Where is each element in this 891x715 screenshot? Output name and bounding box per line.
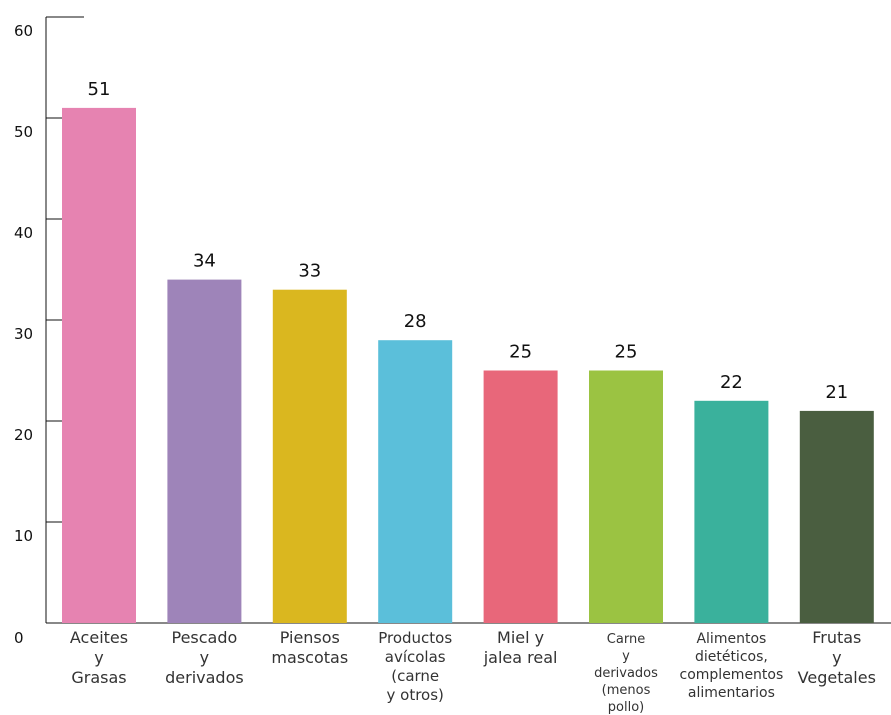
- y-tick-label: 20: [14, 426, 33, 444]
- x-tick-label-line: y: [200, 648, 209, 667]
- x-tick-label-line: mascotas: [271, 648, 348, 667]
- y-tick-label: 0: [14, 629, 24, 647]
- x-tick-label-line: (carne: [391, 667, 439, 685]
- x-tick-label: Piensos mascotas: [271, 628, 348, 667]
- y-tick-label: 10: [14, 527, 33, 545]
- x-tick-label-line: Grasas: [71, 668, 126, 687]
- x-tick-label: Aceites y Grasas: [70, 628, 128, 687]
- x-tick-label-line: Frutas: [812, 628, 861, 647]
- x-tick-label: Miel y jalea real: [483, 628, 558, 667]
- x-tick-label-line: dietéticos,: [695, 649, 768, 665]
- x-tick-label-line: pollo): [608, 700, 644, 715]
- y-tick-label: 30: [14, 325, 33, 343]
- data-label: 25: [615, 342, 638, 363]
- x-tick-label: Pescado y derivados: [165, 628, 244, 687]
- y-tick-label: 60: [14, 22, 33, 40]
- bar: [589, 370, 663, 623]
- bar: [167, 279, 242, 623]
- x-tick-label-line: Pescado: [171, 628, 237, 647]
- y-tick-label: 40: [14, 224, 33, 242]
- x-tick-label-line: derivados: [165, 668, 244, 687]
- x-tick-label-line: Piensos: [280, 628, 340, 647]
- x-tick-label-line: Aceites: [70, 628, 128, 647]
- x-tick-label-line: complementos: [680, 667, 784, 683]
- x-tick-label-line: (menos: [602, 683, 651, 698]
- x-tick-label: Frutas y Vegetales: [798, 628, 876, 687]
- x-tick-label-line: y: [94, 648, 103, 667]
- x-tick-label-line: derivados: [594, 666, 658, 681]
- y-tick-label: 50: [14, 123, 33, 141]
- x-tick-label-line: Carne: [607, 632, 645, 647]
- bar: [483, 370, 558, 623]
- data-label: 22: [720, 372, 743, 393]
- data-label: 34: [193, 251, 216, 272]
- x-tick-label: Carne y derivados (menos pollo): [594, 632, 658, 715]
- x-tick-label-line: Alimentos: [696, 631, 766, 647]
- bar: [694, 400, 769, 623]
- x-tick-label-line: y: [622, 649, 630, 664]
- x-tick-label-line: y: [832, 648, 841, 667]
- bar: [62, 107, 136, 623]
- x-tick-label-line: Productos: [378, 629, 452, 647]
- x-tick-label-line: jalea real: [483, 648, 558, 667]
- data-label: 33: [298, 261, 321, 282]
- data-label: 21: [825, 382, 848, 403]
- x-tick-label-line: Miel y: [497, 628, 544, 647]
- x-tick-label: Productos avícolas (carne y otros): [378, 629, 452, 704]
- data-label: 28: [404, 311, 427, 332]
- bar: [272, 289, 347, 623]
- data-label: 51: [88, 79, 111, 100]
- x-tick-label: Alimentos dietéticos, complementos alimenta…: [680, 631, 784, 701]
- bar: [799, 410, 874, 623]
- bars: [62, 107, 874, 623]
- x-tick-label-line: Vegetales: [798, 668, 876, 687]
- bar: [378, 340, 453, 623]
- x-tick-label-line: alimentarios: [688, 685, 775, 701]
- x-tick-label-line: y otros): [387, 686, 444, 704]
- x-tick-label-line: avícolas: [385, 648, 446, 666]
- data-label: 25: [509, 342, 532, 363]
